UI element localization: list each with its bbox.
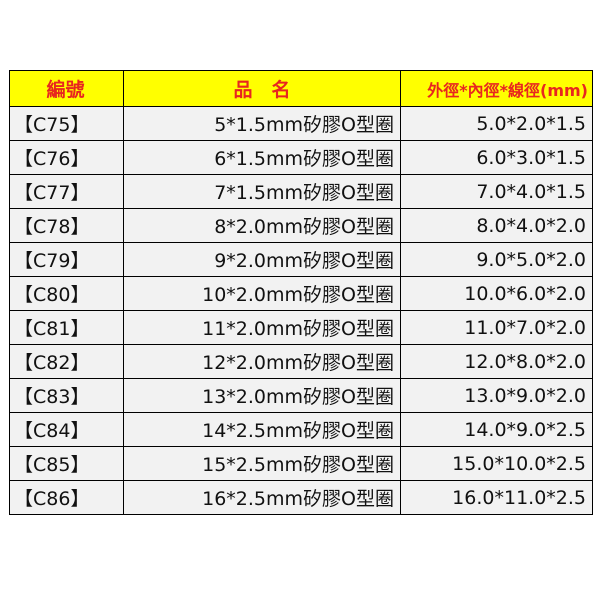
table-cell: 【C83】 — [9, 378, 124, 413]
table-cell: 13.0*9.0*2.0 — [400, 378, 593, 413]
table-cell: 15.0*10.0*2.5 — [400, 446, 593, 481]
data-row: 【C85】 15*2.5mm矽膠O型圈 15.0*10.0*2.5 — [9, 446, 593, 481]
data-row: 【C76】 6*1.5mm矽膠O型圈 6.0*3.0*1.5 — [9, 140, 593, 175]
table-cell: 5*1.5mm矽膠O型圈 — [123, 106, 401, 141]
table-cell: 【C78】 — [9, 208, 124, 243]
table-cell: 16*2.5mm矽膠O型圈 — [123, 480, 401, 515]
table-cell: 編號 — [9, 70, 124, 107]
table-cell: 11.0*7.0*2.0 — [400, 310, 593, 345]
table-cell: 8*2.0mm矽膠O型圈 — [123, 208, 401, 243]
data-row: 【C82】 12*2.0mm矽膠O型圈 12.0*8.0*2.0 — [9, 344, 593, 379]
table-cell: 【C86】 — [9, 480, 124, 515]
data-row: 【C84】 14*2.5mm矽膠O型圈 14.0*9.0*2.5 — [9, 412, 593, 447]
table-cell: 10*2.0mm矽膠O型圈 — [123, 276, 401, 311]
data-row: 【C81】 11*2.0mm矽膠O型圈 11.0*7.0*2.0 — [9, 310, 593, 345]
table-cell: 6.0*3.0*1.5 — [400, 140, 593, 175]
table-cell: 7*1.5mm矽膠O型圈 — [123, 174, 401, 209]
table-cell: 9.0*5.0*2.0 — [400, 242, 593, 277]
table-cell: 【C75】 — [9, 106, 124, 141]
table-cell: 16.0*11.0*2.5 — [400, 480, 593, 515]
table-cell: 外徑*內徑*線徑(mm) — [400, 70, 593, 107]
table-cell: 【C82】 — [9, 344, 124, 379]
table-cell: 【C79】 — [9, 242, 124, 277]
table-cell: 【C77】 — [9, 174, 124, 209]
table-cell: 9*2.0mm矽膠O型圈 — [123, 242, 401, 277]
spec-table: 編號品 名外徑*內徑*線徑(mm) 【C75】 5*1.5mm矽膠O型圈 5.0*2.… — [9, 70, 593, 515]
table-cell: 品 名 — [123, 70, 401, 107]
table-cell: 12.0*8.0*2.0 — [400, 344, 593, 379]
table-cell: 14.0*9.0*2.5 — [400, 412, 593, 447]
table-cell: 7.0*4.0*1.5 — [400, 174, 593, 209]
table-cell: 5.0*2.0*1.5 — [400, 106, 593, 141]
data-row: 【C78】 8*2.0mm矽膠O型圈 8.0*4.0*2.0 — [9, 208, 593, 243]
table-cell: 11*2.0mm矽膠O型圈 — [123, 310, 401, 345]
table-cell: 【C80】 — [9, 276, 124, 311]
table-cell: 12*2.0mm矽膠O型圈 — [123, 344, 401, 379]
data-row: 【C83】 13*2.0mm矽膠O型圈 13.0*9.0*2.0 — [9, 378, 593, 413]
table-cell: 14*2.5mm矽膠O型圈 — [123, 412, 401, 447]
table-cell: 【C84】 — [9, 412, 124, 447]
header-row: 編號品 名外徑*內徑*線徑(mm) — [9, 70, 593, 107]
table-cell: 【C81】 — [9, 310, 124, 345]
data-row: 【C80】 10*2.0mm矽膠O型圈 10.0*6.0*2.0 — [9, 276, 593, 311]
table-cell: 13*2.0mm矽膠O型圈 — [123, 378, 401, 413]
data-row: 【C79】 9*2.0mm矽膠O型圈 9.0*5.0*2.0 — [9, 242, 593, 277]
data-row: 【C86】 16*2.5mm矽膠O型圈 16.0*11.0*2.5 — [9, 480, 593, 515]
table-cell: 【C76】 — [9, 140, 124, 175]
table-cell: 【C85】 — [9, 446, 124, 481]
data-row: 【C75】 5*1.5mm矽膠O型圈 5.0*2.0*1.5 — [9, 106, 593, 141]
spec-table-wrap: 編號品 名外徑*內徑*線徑(mm) 【C75】 5*1.5mm矽膠O型圈 5.0*2.… — [9, 70, 593, 515]
table-cell: 10.0*6.0*2.0 — [400, 276, 593, 311]
table-cell: 15*2.5mm矽膠O型圈 — [123, 446, 401, 481]
table-cell: 6*1.5mm矽膠O型圈 — [123, 140, 401, 175]
table-cell: 8.0*4.0*2.0 — [400, 208, 593, 243]
data-row: 【C77】 7*1.5mm矽膠O型圈 7.0*4.0*1.5 — [9, 174, 593, 209]
